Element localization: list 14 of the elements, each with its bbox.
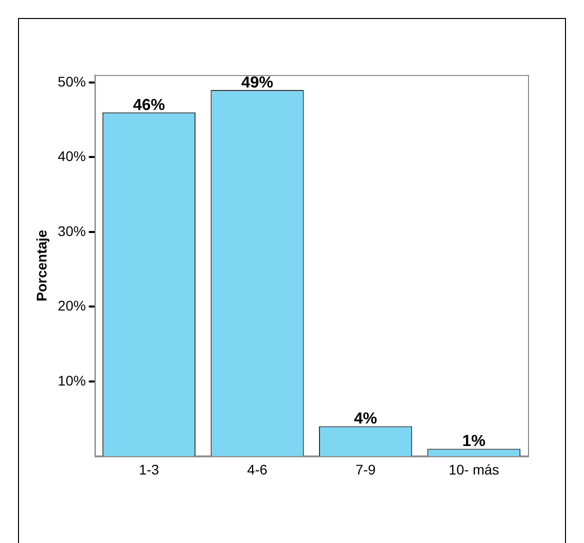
x-tick-label: 10- más <box>448 461 500 478</box>
y-tick-label: 30% <box>58 222 86 239</box>
x-tick-label: 7-9 <box>355 461 376 478</box>
y-tick-label: 10% <box>58 372 86 388</box>
y-axis-title: Porcentaje <box>33 230 50 302</box>
data-label: 46% <box>132 96 165 114</box>
y-tick-label: 20% <box>58 298 86 314</box>
data-label: 4% <box>354 410 378 428</box>
data-label: 49% <box>241 74 274 92</box>
y-tick-label: 50% <box>58 73 86 90</box>
x-tick-label: 1-3 <box>138 461 160 478</box>
x-tick-label: 4-6 <box>247 461 268 478</box>
data-label: 1% <box>462 433 486 450</box>
y-tick-label: 40% <box>58 148 86 164</box>
